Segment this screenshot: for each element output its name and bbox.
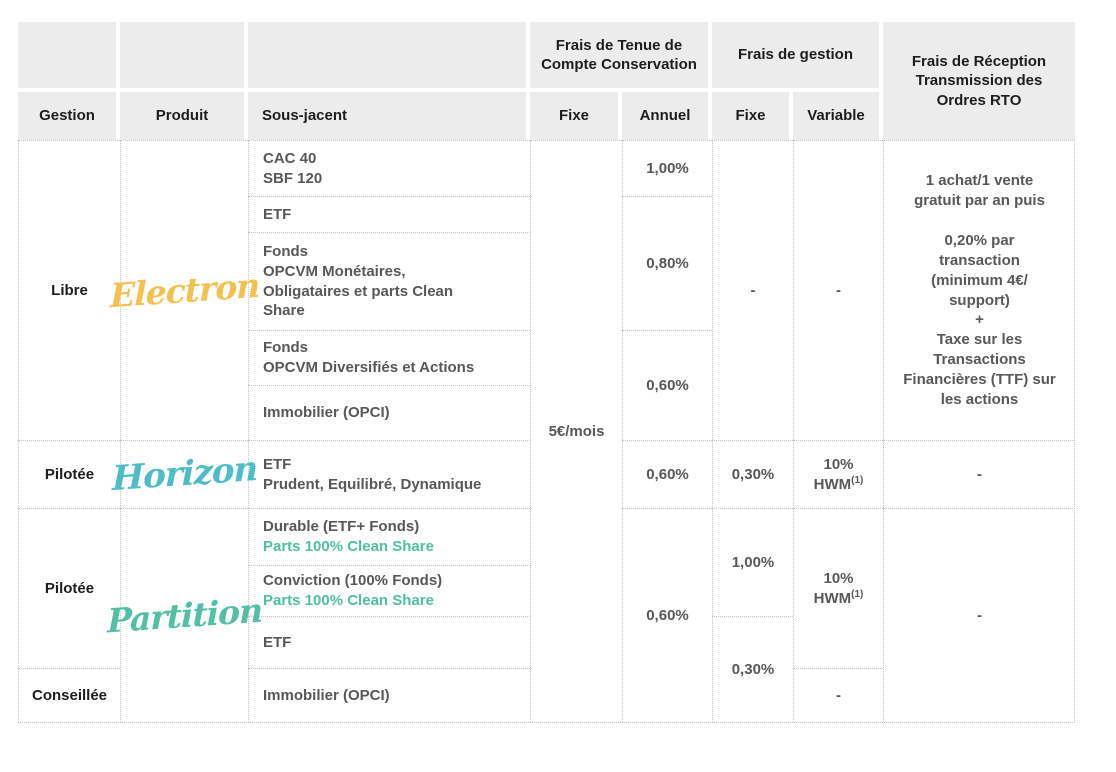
hwm-footnote-ref: (1) (851, 474, 864, 486)
cell-sous-jacent-durable: Durable (ETF+ Fonds) Parts 100% Clean Sh… (248, 508, 530, 565)
cell-annuel-partition: 0,60% (622, 508, 712, 722)
cell-gestion-conseillee: Conseillée (18, 668, 120, 722)
cell-produit-electron: Electron (110, 140, 259, 440)
cell-produit-partition: Partition (107, 508, 262, 722)
cell-gestion-libre: Libre (18, 140, 120, 440)
horizon-logo: Horizon (112, 448, 257, 500)
header-col-sous-jacent: Sous-jacent (248, 92, 530, 140)
conviction-clean-share-label: Parts 100% Clean Share (263, 592, 434, 609)
fees-table: Frais de Tenue de Compte Conservation Fr… (18, 22, 1075, 723)
cell-sous-jacent-fonds-diversifies: Fonds OPCVM Diversifiés et Actions (248, 330, 530, 385)
cell-sous-jacent-immobilier-electron: Immobilier (OPCI) (248, 385, 530, 440)
cell-gestion-pilotee-partition: Pilotée (18, 508, 120, 668)
cell-gestion-fixe-horizon: 0,30% (712, 440, 793, 508)
header-spacer-sous-jacent (248, 22, 530, 92)
header-col-annuel: Annuel (622, 92, 712, 140)
durable-label: Durable (ETF+ Fonds) (263, 518, 420, 536)
cell-annuel-etf-monetaires: 0,80% (622, 196, 712, 330)
header-group-tenue-compte: Frais de Tenue de Compte Conservation (530, 22, 712, 92)
cell-annuel-horizon: 0,60% (622, 440, 712, 508)
cell-rto-horizon: - (883, 440, 1075, 508)
cell-tenue-fixe-all: 5€/mois (530, 140, 622, 722)
header-col-produit: Produit (120, 92, 248, 140)
variable-horizon-hwm: HWM(1) (813, 474, 864, 493)
variable-partition-hwm: HWM(1) (813, 588, 864, 607)
hwm-footnote-ref: (1) (851, 588, 864, 600)
conviction-label: Conviction (100% Fonds) (263, 572, 443, 590)
cell-rto-electron: 1 achat/1 vente gratuit par an puis 0,20… (883, 140, 1075, 440)
partition-logo: Partition (107, 590, 262, 641)
cell-sous-jacent-immobilier-conseillee: Immobilier (OPCI) (248, 668, 530, 722)
cell-annuel-diversifies-immo: 0,60% (622, 330, 712, 440)
cell-sous-jacent-etf-partition: ETF (248, 616, 530, 668)
variable-partition-pct: 10% (823, 569, 854, 587)
header-group-frais-gestion: Frais de gestion (712, 22, 883, 92)
cell-rto-partition: - (883, 508, 1075, 722)
cell-produit-horizon: Horizon (112, 440, 257, 508)
electron-logo: Electron (109, 265, 260, 315)
header-col-tenue-fixe: Fixe (530, 92, 622, 140)
header-spacer-produit (120, 22, 248, 92)
cell-variable-conseillee: - (793, 668, 883, 722)
header-col-variable: Variable (793, 92, 883, 140)
cell-gestion-fixe-electron: - (712, 140, 793, 440)
table-header: Frais de Tenue de Compte Conservation Fr… (18, 22, 1075, 140)
header-spacer-gestion (18, 22, 120, 92)
cell-variable-partition: 10% HWM(1) (793, 508, 883, 668)
cell-sous-jacent-etf-horizon: ETF Prudent, Equilibré, Dynamique (248, 440, 530, 508)
header-col-gestion-fixe: Fixe (712, 92, 793, 140)
cell-gestion-fixe-partition-bas: 0,30% (712, 616, 793, 722)
durable-clean-share-label: Parts 100% Clean Share (263, 538, 434, 555)
header-group-rto: Frais de Réception Transmission des Ordr… (883, 22, 1075, 140)
variable-horizon-pct: 10% (823, 455, 854, 473)
table-body: Libre Pilotée Pilotée Conseillée Electro… (18, 140, 1075, 723)
cell-sous-jacent-fonds-monetaires: Fonds OPCVM Monétaires, Obligataires et … (248, 232, 530, 330)
cell-variable-electron: - (793, 140, 883, 440)
cell-variable-horizon: 10% HWM(1) (793, 440, 883, 508)
cell-annuel-cac: 1,00% (622, 140, 712, 196)
cell-gestion-pilotee-horizon: Pilotée (18, 440, 120, 508)
header-col-gestion: Gestion (18, 92, 120, 140)
cell-sous-jacent-conviction: Conviction (100% Fonds) Parts 100% Clean… (248, 565, 530, 616)
cell-sous-jacent-cac: CAC 40 SBF 120 (248, 140, 530, 196)
cell-sous-jacent-etf-electron: ETF (248, 196, 530, 232)
cell-gestion-fixe-partition-haut: 1,00% (712, 508, 793, 616)
